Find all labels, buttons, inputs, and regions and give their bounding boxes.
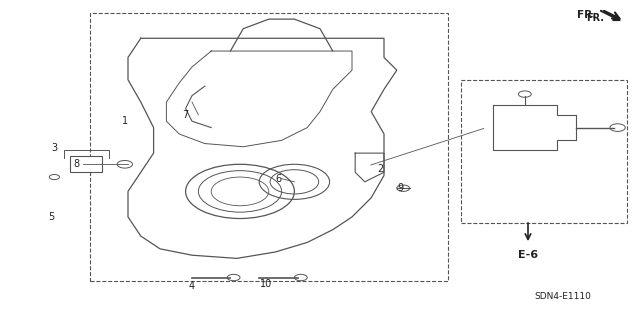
Bar [461,80,627,223]
Text: FR.: FR. [577,10,596,20]
Text: 3: 3 [51,143,58,153]
Text: E-6: E-6 [518,250,538,260]
Text: 4: 4 [189,280,195,291]
Text: 5: 5 [48,212,54,222]
Text: 1: 1 [122,116,128,126]
Text: 6: 6 [275,174,282,184]
Text: SDN4-E1110: SDN4-E1110 [535,292,591,301]
Text: 8: 8 [74,159,80,169]
Text: 10: 10 [259,279,272,289]
Text: 2: 2 [378,164,384,174]
Text: 7: 7 [182,110,189,120]
Bar [70,156,102,172]
Text: 9: 9 [397,183,403,193]
Text: FR.: FR. [586,12,604,23]
Bar [90,13,448,281]
